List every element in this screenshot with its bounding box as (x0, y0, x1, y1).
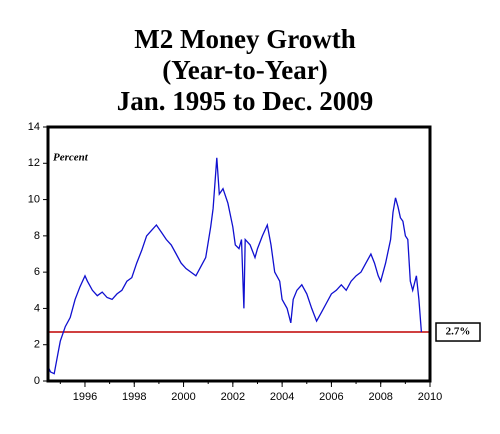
plot-frame (46, 125, 432, 383)
y-tick-label: 10 (28, 193, 40, 205)
y-tick-label: 6 (34, 266, 40, 278)
x-tick-label: 2006 (319, 391, 343, 403)
reference-label: 2.7% (446, 326, 471, 338)
y-tick-label: 12 (28, 157, 40, 169)
x-tick-label: 1996 (73, 391, 97, 403)
y-tick-label: 0 (34, 375, 40, 387)
y-tick-label: 14 (28, 121, 40, 133)
title-line: M2 Money Growth (134, 24, 355, 54)
data-line (47, 157, 423, 375)
y-tick-label: 2 (34, 339, 40, 351)
x-tick-label: 2000 (171, 391, 195, 403)
x-tick-label: 2010 (418, 391, 442, 403)
x-tick-label: 1998 (122, 391, 146, 403)
y-tick-label: 8 (34, 230, 40, 242)
x-tick-label: 2008 (368, 391, 392, 403)
title-line: (Year-to-Year) (162, 55, 327, 85)
title-line: Jan. 1995 to Dec. 2009 (117, 86, 373, 116)
x-tick-label: 2004 (270, 391, 294, 403)
y-axis-label: Percent (53, 152, 89, 164)
reference-label-box (435, 322, 481, 342)
x-tick-label: 2002 (221, 391, 245, 403)
y-tick-label: 4 (34, 302, 40, 314)
